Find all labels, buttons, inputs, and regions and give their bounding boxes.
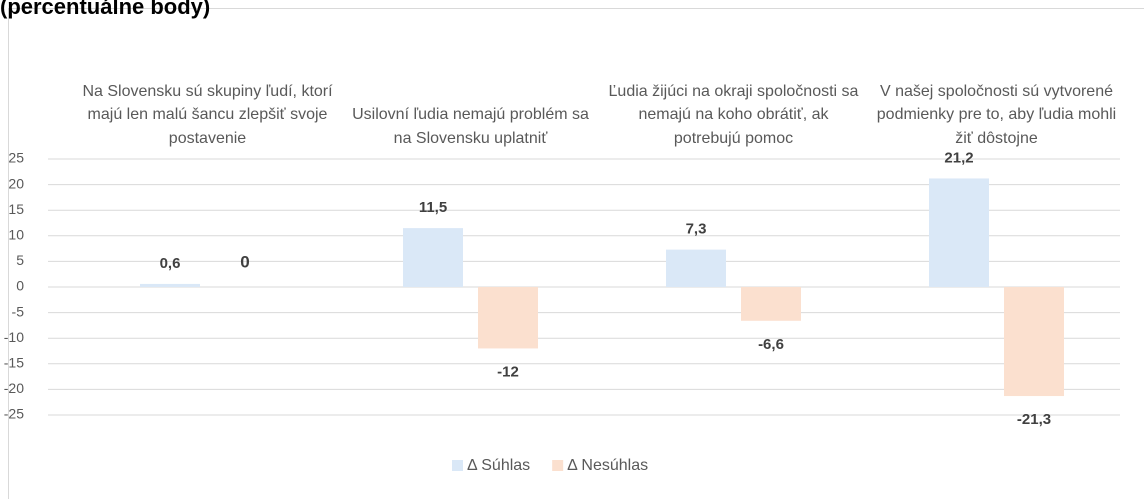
y-tick-label: -10 (4, 329, 24, 345)
y-tick-label: 10 (8, 227, 24, 243)
category-label: Ľudia žijúci na okraji spoločnosti sa ne… (608, 82, 859, 147)
y-tick-label: 5 (16, 252, 24, 268)
legend-label: Δ Nesúhlas (567, 457, 648, 474)
y-tick-label: -20 (4, 380, 24, 396)
y-tick-label: -5 (12, 303, 25, 319)
category-label: V našej spoločnosti sú vytvorené podmien… (876, 82, 1117, 147)
chart-title: (percentuálne body) (0, 0, 210, 19)
data-label: 7,3 (686, 221, 707, 238)
legend-swatch (552, 460, 564, 471)
legend-swatch (452, 460, 463, 471)
legend-label: Δ Súhlas (467, 457, 530, 474)
y-tick-label: 0 (16, 278, 24, 294)
y-tick-label: -25 (4, 406, 24, 422)
data-label: 0,6 (160, 255, 181, 272)
bar (1004, 287, 1064, 397)
bar (140, 283, 200, 287)
chart-frame (8, 8, 1144, 499)
data-label: -21,3 (1017, 411, 1051, 428)
data-label: 0 (240, 252, 249, 271)
bar (741, 287, 801, 321)
bar (478, 287, 538, 349)
data-label: 21,2 (944, 149, 973, 166)
category-label: Usilovní ľudia nemajú problém sa na Slov… (352, 106, 589, 147)
y-tick-label: 25 (8, 150, 24, 166)
y-tick-label: 20 (8, 175, 24, 191)
data-label: -6,6 (758, 336, 784, 353)
y-tick-label: 15 (8, 201, 24, 217)
data-label: 11,5 (419, 199, 447, 216)
y-tick-label: -15 (4, 355, 24, 371)
bar (666, 249, 726, 287)
category-label: Na Slovensku sú skupiny ľudí, ktorí majú… (82, 82, 333, 147)
bar (403, 228, 463, 287)
bar (929, 178, 989, 287)
data-label: -12 (497, 363, 519, 380)
